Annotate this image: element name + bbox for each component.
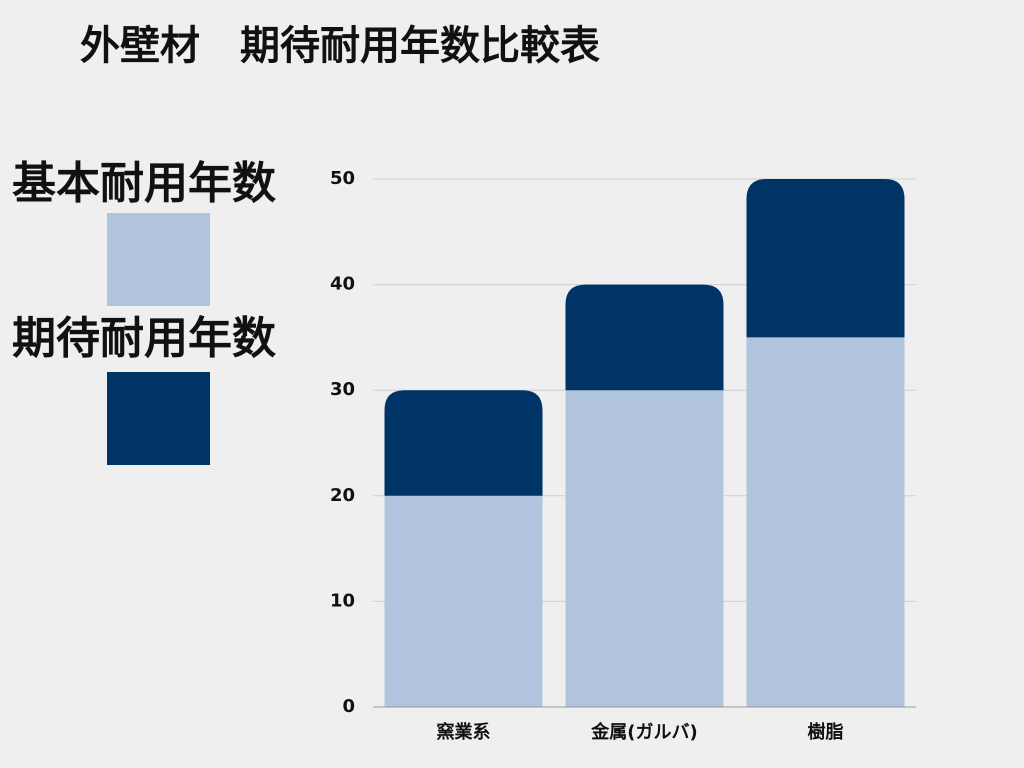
y-tick-label: 40 bbox=[330, 274, 355, 295]
y-tick-label: 20 bbox=[330, 485, 355, 506]
y-tick-label: 30 bbox=[330, 379, 355, 400]
y-tick-label: 10 bbox=[330, 590, 355, 611]
bar-segment bbox=[565, 390, 724, 707]
legend-label: 期待耐用年数 bbox=[12, 313, 276, 364]
bar-segment bbox=[746, 179, 905, 338]
y-tick-label: 50 bbox=[330, 168, 355, 189]
bar-segment bbox=[384, 390, 543, 496]
legend-swatch bbox=[107, 213, 210, 306]
x-tick-label: 樹脂 bbox=[808, 721, 844, 743]
x-tick-label: 金属(ガルバ) bbox=[590, 721, 697, 743]
chart-title: 外壁材 期待耐用年数比較表 bbox=[80, 23, 600, 69]
x-tick-label: 窯業系 bbox=[437, 721, 491, 743]
bar-segment bbox=[746, 337, 905, 707]
bar-segment bbox=[384, 495, 543, 707]
bar-segment bbox=[565, 284, 724, 391]
y-tick-label: 0 bbox=[342, 696, 355, 717]
legend-swatch bbox=[107, 372, 210, 465]
legend-label: 基本耐用年数 bbox=[12, 158, 276, 209]
